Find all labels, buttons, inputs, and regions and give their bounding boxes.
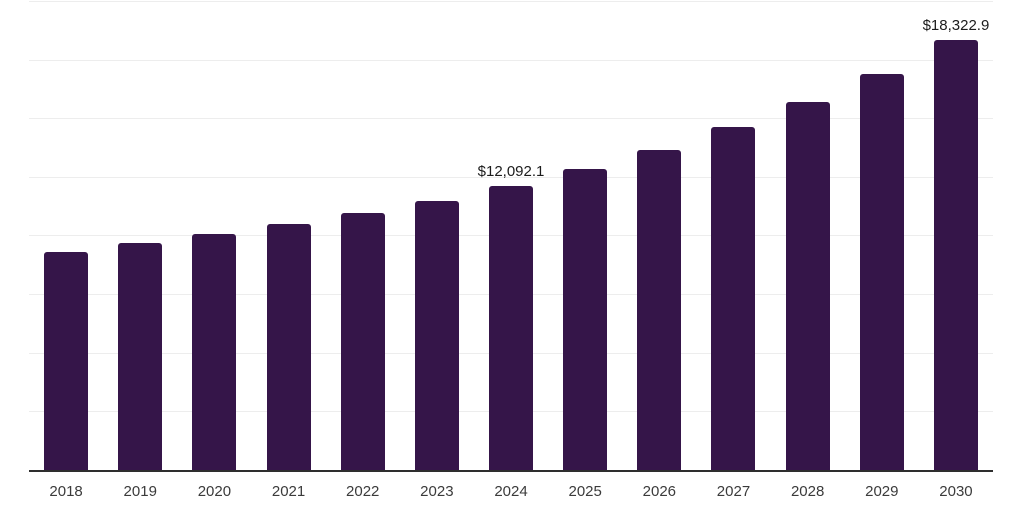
x-tick-label-2028: 2028 bbox=[790, 483, 825, 500]
bar-slot-2030: $18,322.9 bbox=[919, 1, 993, 470]
gridline-15000 bbox=[29, 118, 993, 119]
bar-2028[interactable] bbox=[785, 102, 830, 470]
x-tick-label-2019: 2019 bbox=[123, 483, 157, 500]
x-tick-label-2027: 2027 bbox=[716, 483, 751, 500]
x-tick-label-2030: 2030 bbox=[939, 483, 973, 500]
gridline-17500 bbox=[29, 60, 993, 61]
bar-slot-2021 bbox=[251, 1, 325, 470]
bar-2022[interactable] bbox=[340, 213, 385, 470]
x-axis-labels: 2018 2019 2020 2021 2022 2023 2024 2025 2026 2027… bbox=[29, 483, 993, 500]
bars-group: $12,092.1 $18,322.9 bbox=[29, 1, 993, 470]
bar-2025[interactable] bbox=[563, 168, 608, 470]
gridline-12500 bbox=[29, 177, 993, 178]
bar-slot-2024: $12,092.1 bbox=[474, 1, 548, 470]
bar-2030[interactable] bbox=[933, 40, 978, 470]
bar-slot-2018 bbox=[29, 1, 103, 470]
bar-2026[interactable] bbox=[637, 149, 682, 470]
data-label-2030: $18,322.9 bbox=[922, 17, 990, 35]
bar-slot-2025 bbox=[548, 1, 622, 470]
bar-slot-2020 bbox=[177, 1, 251, 470]
x-tick-label-2025: 2025 bbox=[568, 483, 602, 500]
bar-slot-2029 bbox=[845, 1, 919, 470]
x-tick-label-2018: 2018 bbox=[49, 483, 83, 500]
bar-2020[interactable] bbox=[192, 233, 237, 470]
bar-2021[interactable] bbox=[266, 223, 311, 470]
bar-2024[interactable] bbox=[489, 186, 534, 470]
bar-2029[interactable] bbox=[859, 74, 904, 470]
bar-2027[interactable] bbox=[711, 127, 756, 470]
plot-area: $12,092.1 $18,322.9 bbox=[29, 1, 993, 472]
x-axis-line bbox=[29, 470, 993, 472]
bar-slot-2019 bbox=[103, 1, 177, 470]
x-tick-label-2022: 2022 bbox=[346, 483, 380, 500]
bar-2023[interactable] bbox=[414, 201, 459, 470]
x-tick-label-2029: 2029 bbox=[865, 483, 899, 500]
bar-slot-2028 bbox=[771, 1, 845, 470]
bar-2018[interactable] bbox=[44, 251, 89, 470]
x-tick-label-2023: 2023 bbox=[420, 483, 454, 500]
bar-slot-2023 bbox=[400, 1, 474, 470]
x-tick-label-2026: 2026 bbox=[642, 483, 677, 500]
bar-slot-2027 bbox=[696, 1, 770, 470]
gridline-20000 bbox=[29, 1, 993, 2]
data-label-2024: $12,092.1 bbox=[477, 163, 545, 181]
x-tick-label-2024: 2024 bbox=[494, 483, 528, 500]
x-tick-label-2021: 2021 bbox=[271, 483, 306, 500]
bar-slot-2026 bbox=[622, 1, 696, 470]
bar-slot-2022 bbox=[326, 1, 400, 470]
x-tick-label-2020: 2020 bbox=[197, 483, 232, 500]
bar-2019[interactable] bbox=[118, 242, 163, 470]
